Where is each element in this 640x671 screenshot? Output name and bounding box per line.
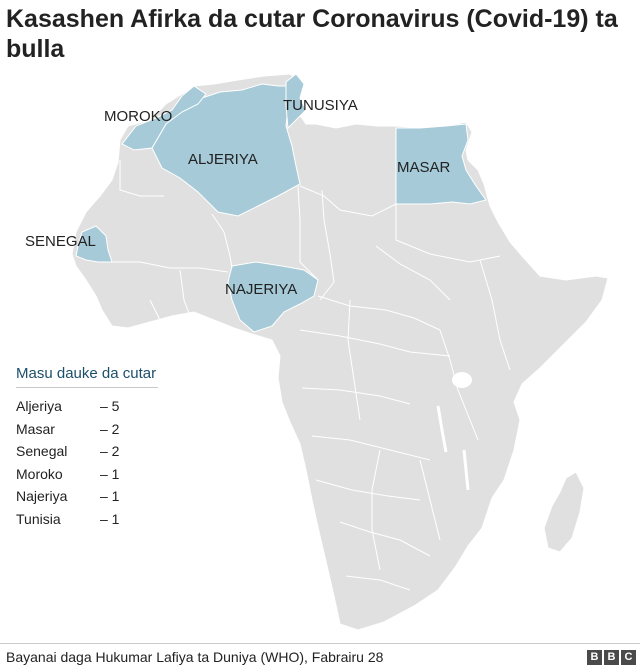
bbc-logo-letter: B <box>587 650 602 665</box>
country-najeriya <box>227 261 319 333</box>
bbc-logo: B B C <box>587 650 636 665</box>
country-senegal <box>75 225 113 263</box>
legend-count: – 1 <box>100 510 120 527</box>
legend-row: Senegal – 2 <box>16 440 158 463</box>
label-najeriya: NAJERIYA <box>225 281 297 298</box>
country-moroko <box>121 85 207 151</box>
label-aljeriya: ALJERIYA <box>188 151 258 168</box>
legend-country: Senegal <box>16 443 68 459</box>
legend-count: – 2 <box>100 443 120 459</box>
country-masar <box>395 123 487 205</box>
bbc-logo-letter: B <box>604 650 619 665</box>
legend-title: Masu dauke da cutar <box>16 365 158 388</box>
lake-tanganyika <box>436 405 448 453</box>
legend-row: Tunisia – 1 <box>16 508 158 531</box>
chart-title: Kasashen Afirka da cutar Coronavirus (Co… <box>6 5 618 63</box>
footer-divider <box>0 643 640 644</box>
lake-victoria <box>452 372 472 388</box>
label-masar: MASAR <box>397 159 451 176</box>
legend-row: Najeriya – 1 <box>16 485 158 508</box>
label-senegal: SENEGAL <box>25 233 96 250</box>
legend-country: Najeriya <box>16 488 68 504</box>
legend-country: Aljeriya <box>16 398 62 414</box>
legend-count: – 1 <box>100 488 120 504</box>
country-tunusiya <box>285 73 307 130</box>
legend: Masu dauke da cutar Aljeriya – 5 Masar –… <box>16 365 158 530</box>
legend-count: – 5 <box>100 398 120 414</box>
lake-malawi <box>462 449 470 491</box>
legend-country: Tunisia <box>16 510 61 527</box>
country-borders <box>112 160 511 591</box>
legend-row: Moroko – 1 <box>16 463 158 486</box>
label-moroko: MOROKO <box>104 108 172 125</box>
label-tunusiya: TUNUSIYA <box>283 97 358 114</box>
country-aljeriya <box>151 83 301 217</box>
legend-row: Aljeriya – 5 <box>16 395 158 418</box>
legend-row: Masar – 2 <box>16 418 158 441</box>
africa-landmass <box>71 73 609 631</box>
madagascar <box>543 471 585 553</box>
legend-count: – 1 <box>100 465 120 482</box>
legend-country: Masar <box>16 420 55 437</box>
bbc-logo-letter: C <box>621 650 636 665</box>
source-note: Bayanai daga Hukumar Lafiya ta Duniya (W… <box>6 649 384 665</box>
legend-country: Moroko <box>16 465 63 482</box>
legend-count: – 2 <box>100 420 120 437</box>
